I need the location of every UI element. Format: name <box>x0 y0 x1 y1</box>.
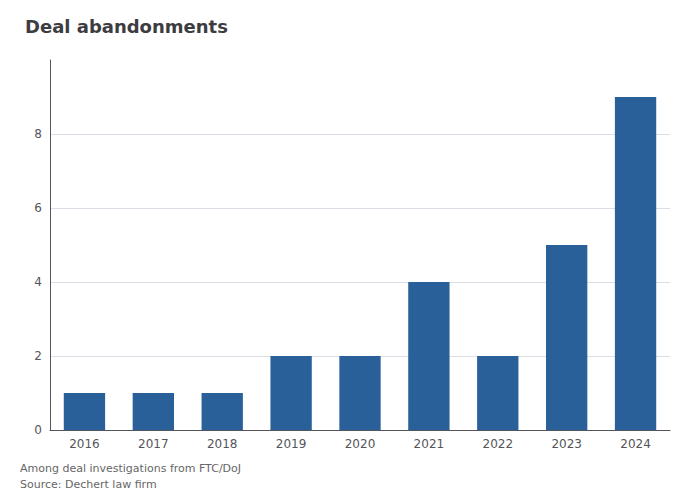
svg-text:2021: 2021 <box>414 437 445 451</box>
svg-text:Deal abandonments: Deal abandonments <box>25 16 228 37</box>
svg-text:2016: 2016 <box>69 437 100 451</box>
svg-text:8: 8 <box>34 127 42 141</box>
svg-text:Source: Dechert law firm: Source: Dechert law firm <box>20 478 157 491</box>
svg-text:2024: 2024 <box>620 437 651 451</box>
svg-text:0: 0 <box>34 423 42 437</box>
svg-text:2018: 2018 <box>207 437 238 451</box>
svg-text:6: 6 <box>34 201 42 215</box>
svg-text:2: 2 <box>34 349 42 363</box>
svg-text:2022: 2022 <box>483 437 514 451</box>
svg-text:2019: 2019 <box>276 437 307 451</box>
svg-text:Among deal investigations from: Among deal investigations from FTC/DoJ <box>20 462 241 475</box>
svg-text:2020: 2020 <box>345 437 376 451</box>
svg-text:4: 4 <box>34 275 42 289</box>
svg-text:2017: 2017 <box>138 437 169 451</box>
svg-text:2023: 2023 <box>551 437 582 451</box>
